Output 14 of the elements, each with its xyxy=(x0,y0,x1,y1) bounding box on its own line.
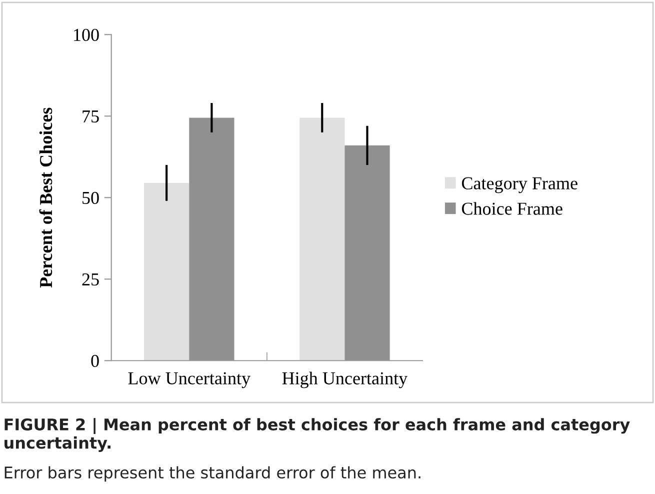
text: Error bars represent the standard error of the mean. xyxy=(4,466,420,482)
y-tick-label: 75 xyxy=(82,110,99,123)
legend-label: Category Frame xyxy=(462,177,578,194)
bar xyxy=(144,182,190,361)
x-tick-label: Low Uncertainty xyxy=(128,372,250,388)
y-tick-label: 50 xyxy=(82,192,99,204)
legend-label: Choice Frame xyxy=(462,202,562,215)
bar xyxy=(300,118,345,361)
y-axis-title: Percent of Best Choices xyxy=(39,108,52,288)
caption: FIGURE 2 | Mean percent of best choices for each frame and category uncertainty. xyxy=(4,418,630,452)
y-tick-label: 100 xyxy=(74,28,99,42)
y-tick-label: 0 xyxy=(91,354,99,368)
x-tick-label: High Uncertainty xyxy=(282,372,408,388)
y-tick-label: 25 xyxy=(82,273,99,286)
